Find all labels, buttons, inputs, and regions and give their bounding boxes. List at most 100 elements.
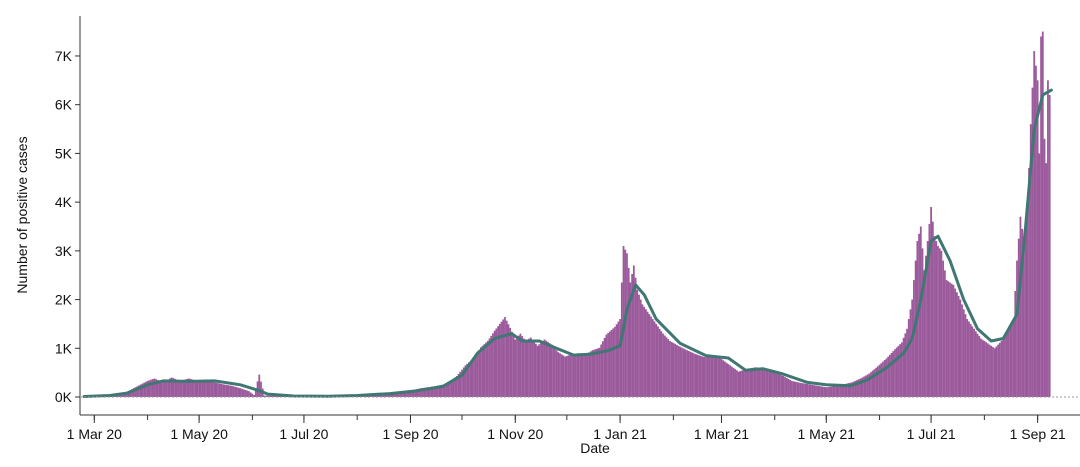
bar bbox=[595, 349, 597, 397]
bar bbox=[144, 381, 147, 397]
bar bbox=[708, 356, 711, 397]
x-axis-title: Date bbox=[580, 440, 610, 456]
bar bbox=[797, 382, 800, 397]
bar bbox=[579, 353, 582, 397]
bar bbox=[220, 383, 223, 397]
bar bbox=[406, 391, 408, 397]
bar bbox=[555, 350, 558, 397]
bar bbox=[937, 245, 939, 397]
bar bbox=[675, 344, 678, 397]
bar bbox=[423, 387, 426, 397]
bar bbox=[454, 377, 457, 397]
bar bbox=[495, 328, 498, 397]
bar bbox=[935, 241, 938, 397]
bar bbox=[717, 357, 719, 397]
bar bbox=[820, 386, 823, 397]
bar bbox=[902, 337, 905, 397]
bar bbox=[584, 354, 587, 397]
bar bbox=[933, 236, 936, 397]
bar bbox=[1043, 138, 1046, 398]
bar bbox=[873, 369, 876, 397]
bar bbox=[615, 324, 618, 397]
bar bbox=[907, 319, 910, 397]
bar bbox=[239, 388, 242, 397]
bar bbox=[435, 385, 438, 397]
bar bbox=[512, 335, 515, 397]
bar bbox=[646, 311, 649, 397]
bar bbox=[687, 351, 690, 397]
bar bbox=[174, 378, 176, 397]
bar bbox=[1005, 331, 1008, 397]
bar bbox=[772, 371, 774, 397]
bar bbox=[493, 330, 496, 397]
bar bbox=[830, 386, 833, 397]
bar bbox=[1021, 228, 1024, 397]
bar bbox=[1035, 65, 1037, 397]
bar bbox=[746, 368, 749, 397]
bar bbox=[665, 337, 668, 397]
bar bbox=[550, 344, 553, 397]
bar bbox=[170, 377, 173, 397]
bar bbox=[858, 379, 860, 397]
bar bbox=[1012, 321, 1015, 397]
bar bbox=[203, 379, 206, 397]
bar bbox=[840, 384, 843, 397]
axes bbox=[75, 16, 1080, 423]
bar bbox=[632, 265, 635, 397]
bar bbox=[400, 391, 403, 397]
bar bbox=[132, 388, 135, 397]
bar bbox=[241, 388, 243, 397]
bar bbox=[236, 387, 238, 397]
bar bbox=[182, 379, 185, 397]
bar bbox=[507, 324, 510, 397]
bar bbox=[703, 357, 706, 397]
bar bbox=[136, 386, 139, 397]
bar bbox=[158, 380, 161, 397]
bar bbox=[780, 375, 783, 397]
bar bbox=[773, 371, 776, 397]
bar bbox=[983, 340, 986, 397]
bar bbox=[699, 355, 702, 397]
bar bbox=[711, 355, 714, 397]
bar bbox=[528, 338, 530, 397]
bar bbox=[1024, 226, 1027, 397]
bar bbox=[801, 383, 804, 397]
bar bbox=[821, 386, 824, 397]
bar bbox=[486, 340, 489, 397]
bar bbox=[799, 382, 802, 397]
bar bbox=[258, 374, 261, 397]
bar bbox=[419, 388, 422, 397]
bar bbox=[986, 343, 989, 397]
bar bbox=[134, 387, 137, 397]
bar bbox=[974, 331, 977, 397]
bar bbox=[201, 380, 204, 397]
bar bbox=[153, 378, 156, 397]
bar bbox=[407, 390, 410, 397]
bar bbox=[861, 377, 864, 397]
bar bbox=[449, 381, 451, 397]
y-axis-title: Number of positive cases bbox=[14, 136, 30, 293]
bar bbox=[964, 314, 967, 397]
bar bbox=[452, 378, 455, 397]
bar bbox=[163, 381, 166, 397]
bar bbox=[823, 386, 826, 397]
y-tick-label: 0K bbox=[55, 389, 73, 405]
bar bbox=[655, 323, 658, 397]
bar bbox=[437, 385, 439, 397]
bar bbox=[249, 392, 252, 397]
bar bbox=[502, 319, 505, 397]
bar bbox=[143, 382, 146, 397]
bar bbox=[813, 385, 816, 397]
bar bbox=[631, 273, 634, 397]
bar bbox=[483, 344, 486, 397]
bar bbox=[880, 363, 883, 397]
bar bbox=[785, 378, 788, 397]
bar bbox=[490, 335, 493, 397]
bar bbox=[741, 370, 743, 397]
bar bbox=[156, 380, 159, 397]
bar bbox=[189, 378, 192, 397]
bar bbox=[851, 382, 853, 397]
bar bbox=[270, 395, 273, 397]
bar bbox=[756, 367, 759, 397]
bar bbox=[521, 336, 524, 397]
